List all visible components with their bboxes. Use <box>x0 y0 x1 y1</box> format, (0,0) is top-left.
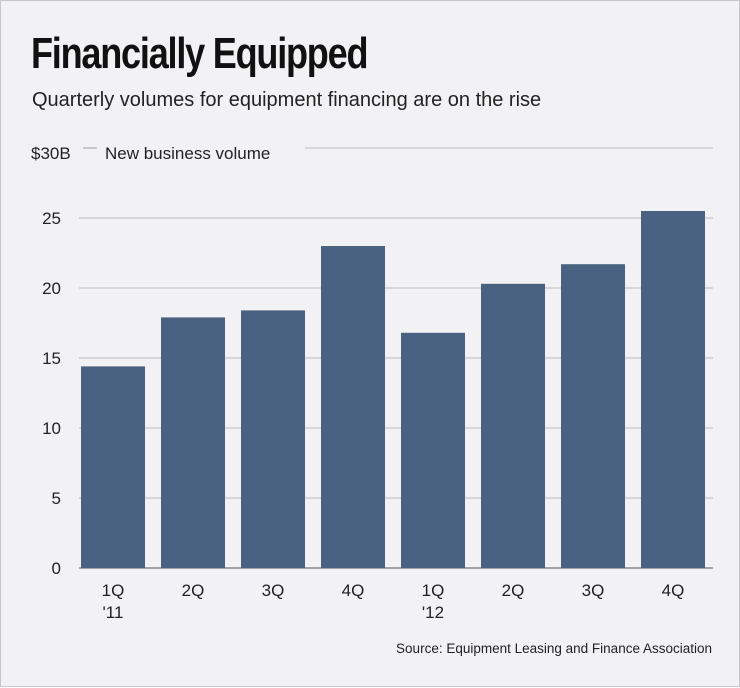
chart-title: Financially Equipped <box>31 29 368 78</box>
y-tick-label: 15 <box>42 349 61 368</box>
bar-1 <box>161 317 225 568</box>
x-tick-label: 4Q <box>662 581 685 600</box>
y-tick-label: 10 <box>42 419 61 438</box>
x-tick-year-label: '12 <box>422 603 444 622</box>
bar-6 <box>561 264 625 568</box>
top-tick-label: $30B <box>31 144 71 163</box>
x-tick-label: 3Q <box>262 581 285 600</box>
bar-7 <box>641 211 705 568</box>
y-tick-label: 25 <box>42 209 61 228</box>
x-tick-label: 2Q <box>502 581 525 600</box>
source-note: Source: Equipment Leasing and Finance As… <box>396 641 712 656</box>
x-tick-label: 2Q <box>182 581 205 600</box>
bar-5 <box>481 283 545 568</box>
y-tick-label: 20 <box>42 279 61 298</box>
x-tick-label: 3Q <box>582 581 605 600</box>
bar-2 <box>241 310 305 568</box>
x-tick-year-label: '11 <box>103 603 124 622</box>
bar-3 <box>321 246 385 568</box>
x-tick-label: 1Q <box>102 581 125 600</box>
y-tick-label: 0 <box>52 559 61 578</box>
x-tick-label: 4Q <box>342 581 365 600</box>
bar-0 <box>81 366 145 568</box>
x-tick-label: 1Q <box>422 581 445 600</box>
y-tick-label: 5 <box>52 489 61 508</box>
bar-4 <box>401 332 465 568</box>
chart-subtitle: Quarterly volumes for equipment financin… <box>32 89 542 111</box>
y-axis-label: New business volume <box>105 144 270 163</box>
